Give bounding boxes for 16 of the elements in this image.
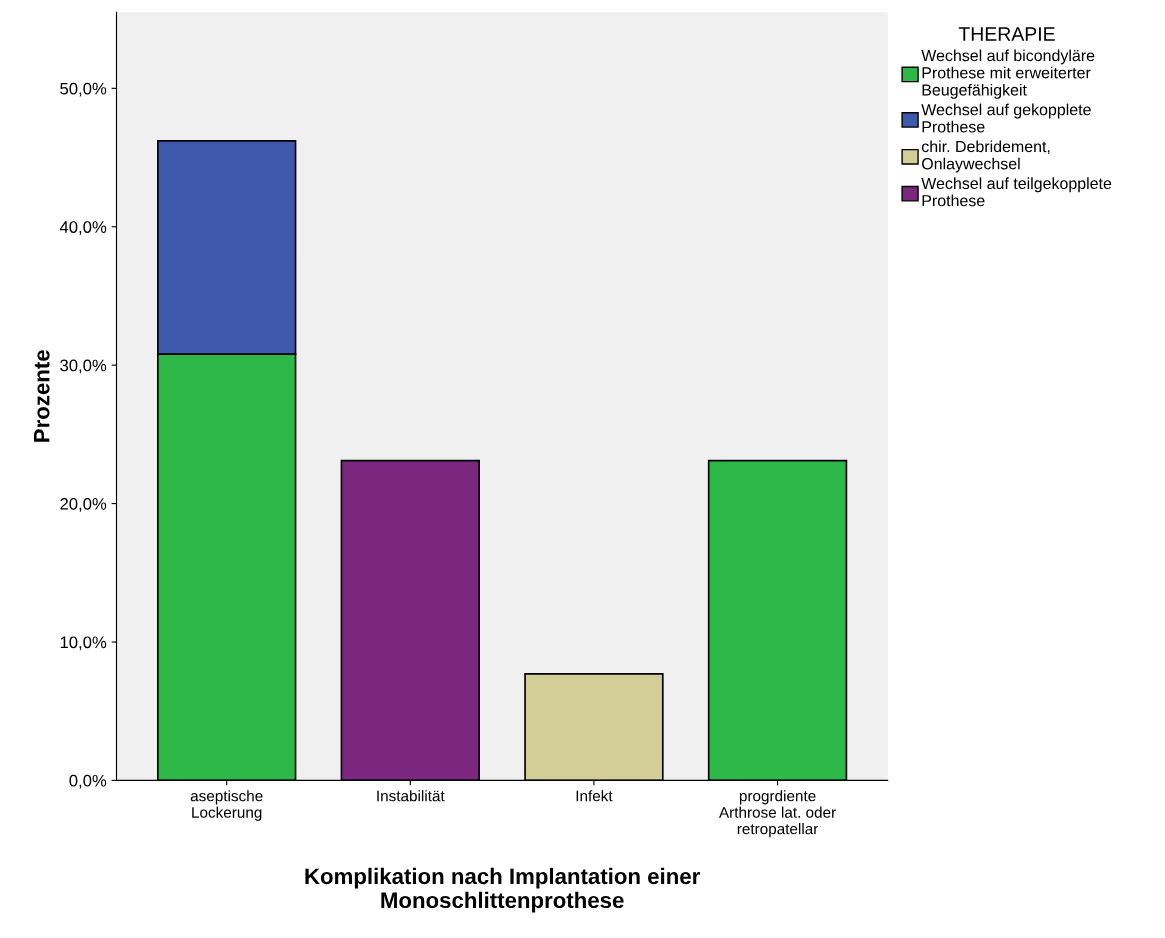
y-tick-label: 20,0%: [60, 497, 107, 512]
y-tick-label: 40,0%: [59, 221, 107, 235]
legend-label: Wechsel auf bicondyläre Prothese mit erweiterter Beugefähigkeit: [921, 49, 1095, 99]
y-axis-title: Prozente: [34, 350, 50, 442]
x-tick-label: progrdiente Arthrose lat. oder retropatellar: [719, 790, 836, 838]
legend-title: THERAPIE: [958, 27, 1055, 41]
x-tick-label: Instabilität: [377, 790, 445, 802]
x-axis-title: Komplikation nach Implantation einer Monoschlittenprothese: [305, 867, 700, 913]
x-tick-label: aseptische Lockerung: [190, 790, 263, 821]
legend-label: chir. Debridement, Onlaywechsel: [921, 140, 1050, 173]
x-tick-label: Infekt: [576, 790, 613, 802]
y-tick-label: 50,0%: [60, 82, 107, 97]
y-tick-label: 10,0%: [60, 636, 107, 651]
y-tick-label: 0,0%: [69, 774, 107, 789]
legend-label: Wechsel auf teilgekopplete Prothese: [921, 177, 1112, 207]
y-tick-label: 30,0%: [60, 359, 107, 374]
